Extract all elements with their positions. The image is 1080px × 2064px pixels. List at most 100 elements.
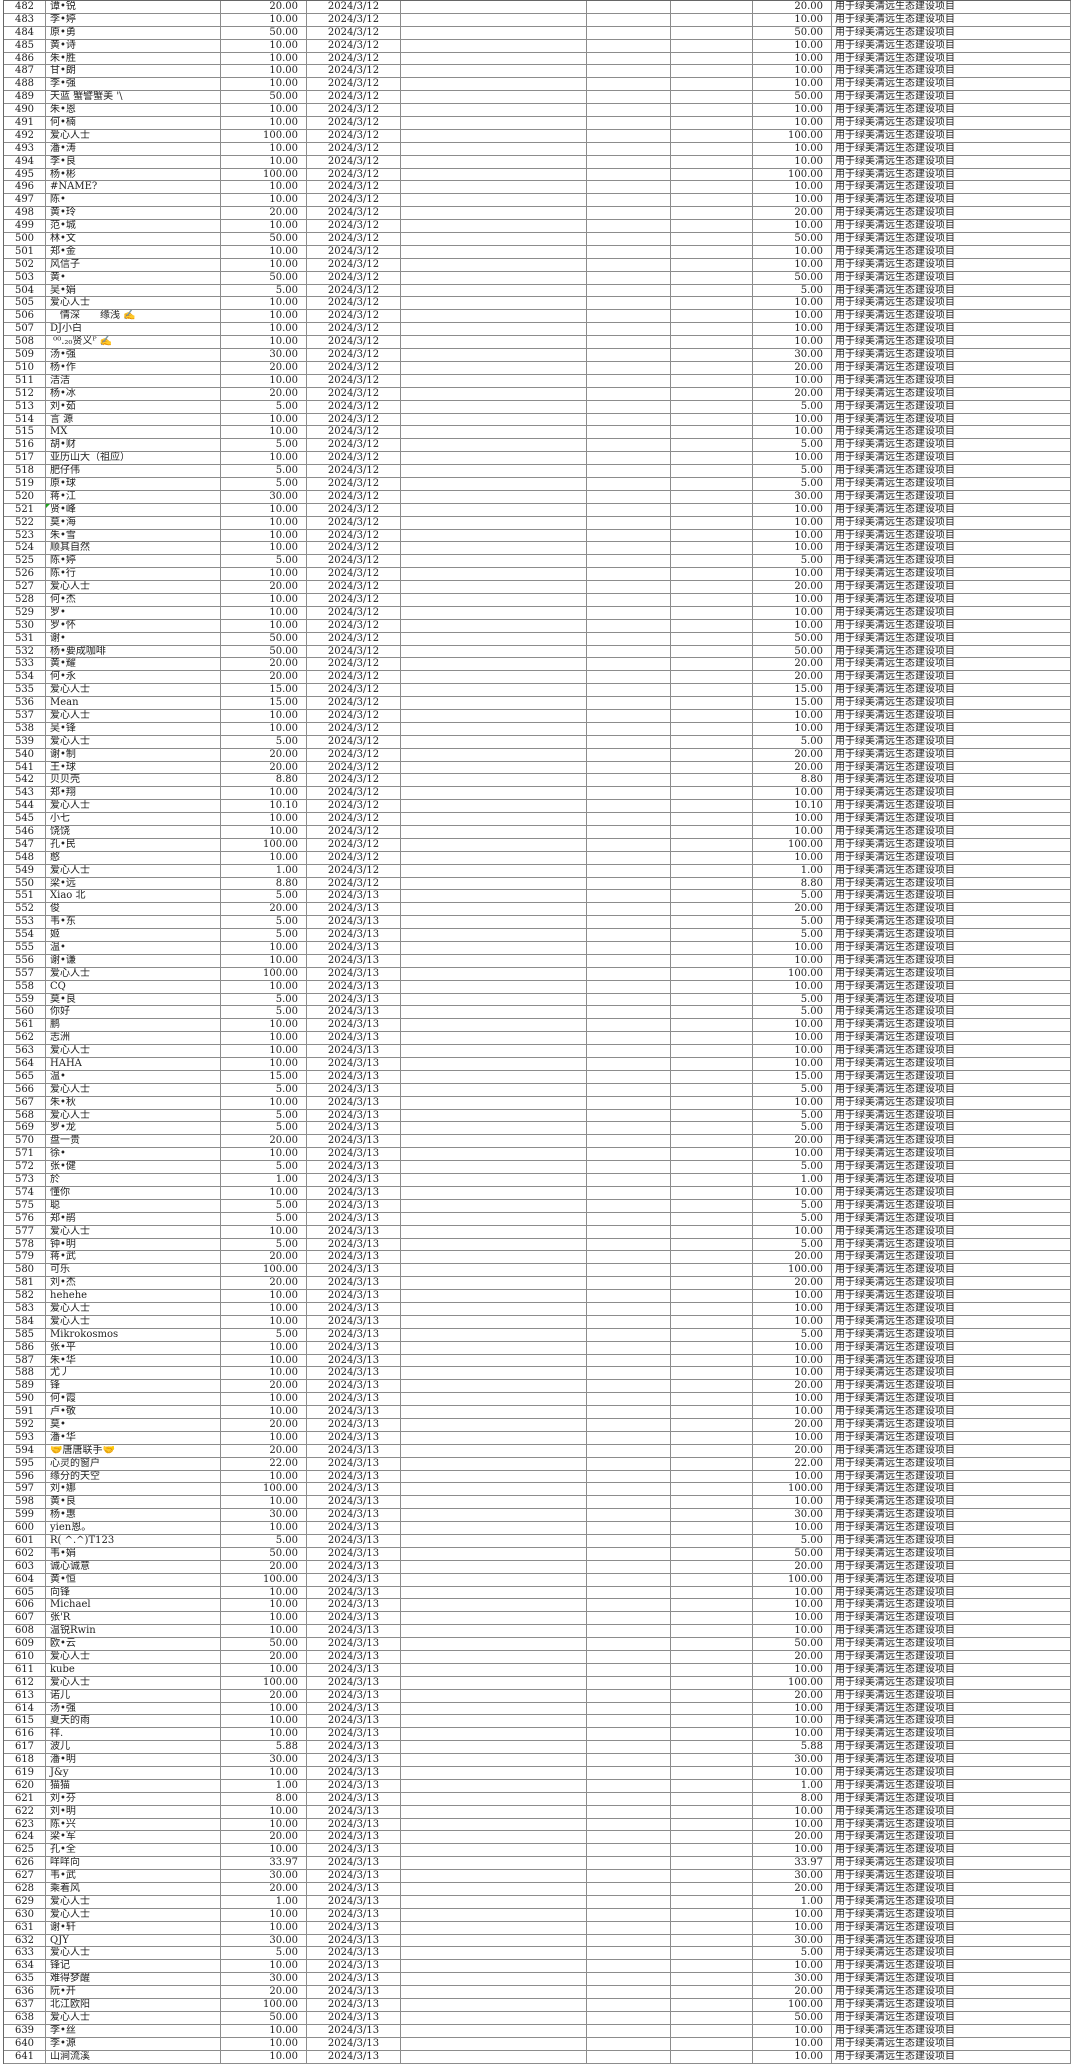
amount-cell[interactable]: 20.00 [221, 671, 307, 685]
row-number-cell[interactable]: 626 [4, 1857, 46, 1871]
amount-cell[interactable]: 10.00 [221, 1921, 307, 1935]
purpose-cell[interactable]: 用于绿美清远生态建设项目 [832, 606, 1071, 620]
row-number-cell[interactable]: 638 [4, 2011, 46, 2025]
row-number-cell[interactable]: 600 [4, 1522, 46, 1535]
row-number-cell[interactable]: 641 [4, 2050, 46, 2064]
empty-cell[interactable] [401, 1612, 587, 1626]
row-number-cell[interactable]: 568 [4, 1109, 46, 1123]
empty-cell[interactable] [671, 1483, 753, 1497]
date-cell[interactable]: 2024/3/13 [307, 1083, 401, 1097]
amount-cell[interactable]: 8.80 [221, 877, 307, 891]
amount-cell[interactable]: 10.00 [221, 413, 307, 427]
date-cell[interactable]: 2024/3/13 [307, 1006, 401, 1020]
empty-cell[interactable] [587, 181, 671, 195]
row-number-cell[interactable]: 508 [4, 336, 46, 350]
empty-cell[interactable] [401, 967, 587, 981]
row-number-cell[interactable]: 516 [4, 439, 46, 453]
empty-cell[interactable] [587, 709, 671, 723]
row-number-cell[interactable]: 517 [4, 452, 46, 466]
donor-name-cell[interactable]: 天蓝 蟹譬蟹美 '\ [46, 91, 221, 105]
amount-cell[interactable]: 20.00 [221, 361, 307, 375]
purpose-cell[interactable]: 用于绿美清远生态建设项目 [832, 1019, 1071, 1033]
empty-cell[interactable] [671, 142, 753, 156]
donor-name-cell[interactable]: 何•永 [46, 671, 221, 685]
empty-cell[interactable] [671, 65, 753, 79]
donor-name-cell[interactable]: Mean [46, 697, 221, 710]
purpose-cell[interactable]: 用于绿美清远生态建设项目 [832, 1457, 1071, 1471]
empty-cell[interactable] [401, 1083, 587, 1097]
date-cell[interactable]: 2024/3/12 [307, 91, 401, 105]
date-cell[interactable]: 2024/3/13 [307, 1418, 401, 1432]
empty-cell[interactable] [587, 1315, 671, 1329]
date-cell[interactable]: 2024/3/12 [307, 465, 401, 478]
row-number-cell[interactable]: 588 [4, 1367, 46, 1381]
empty-cell[interactable] [401, 1225, 587, 1239]
amount-cell[interactable]: 10.00 [221, 1805, 307, 1819]
amount-cell[interactable]: 10.00 [221, 1470, 307, 1484]
donor-name-cell[interactable]: 莫•海 [46, 516, 221, 530]
donor-name-cell[interactable]: 刘•娜 [46, 1483, 221, 1497]
empty-cell[interactable] [587, 942, 671, 955]
amount-confirm-cell[interactable]: 10.00 [753, 1470, 832, 1484]
donor-name-cell[interactable]: 何•霞 [46, 1393, 221, 1407]
purpose-cell[interactable]: 用于绿美清远生态建设项目 [832, 1870, 1071, 1884]
date-cell[interactable]: 2024/3/13 [307, 1483, 401, 1497]
empty-cell[interactable] [671, 632, 753, 646]
empty-cell[interactable] [671, 336, 753, 350]
empty-cell[interactable] [401, 39, 587, 53]
amount-confirm-cell[interactable]: 10.00 [753, 258, 832, 272]
empty-cell[interactable] [671, 1277, 753, 1291]
donor-name-cell[interactable]: 北江欧阳 [46, 1999, 221, 2012]
date-cell[interactable]: 2024/3/12 [307, 374, 401, 388]
empty-cell[interactable] [587, 1986, 671, 2000]
purpose-cell[interactable]: 用于绿美清远生态建设项目 [832, 477, 1071, 491]
empty-cell[interactable] [401, 142, 587, 156]
purpose-cell[interactable]: 用于绿美清远生态建设项目 [832, 2024, 1071, 2038]
row-number-cell[interactable]: 543 [4, 787, 46, 801]
purpose-cell[interactable]: 用于绿美清远生态建设项目 [832, 1161, 1071, 1175]
date-cell[interactable]: 2024/3/12 [307, 619, 401, 633]
amount-cell[interactable]: 10.00 [221, 1431, 307, 1445]
empty-cell[interactable] [401, 1457, 587, 1471]
amount-cell[interactable]: 20.00 [221, 1135, 307, 1149]
row-number-cell[interactable]: 514 [4, 413, 46, 427]
empty-cell[interactable] [401, 1805, 587, 1819]
empty-cell[interactable] [587, 1547, 671, 1561]
row-number-cell[interactable]: 532 [4, 645, 46, 659]
empty-cell[interactable] [401, 1509, 587, 1523]
amount-cell[interactable]: 100.00 [221, 1999, 307, 2012]
date-cell[interactable]: 2024/3/13 [307, 1135, 401, 1149]
amount-confirm-cell[interactable]: 10.00 [753, 542, 832, 556]
donor-name-cell[interactable]: 温• [46, 1070, 221, 1084]
purpose-cell[interactable]: 用于绿美清远生态建设项目 [832, 258, 1071, 272]
empty-cell[interactable] [671, 1212, 753, 1226]
row-number-cell[interactable]: 510 [4, 361, 46, 375]
amount-confirm-cell[interactable]: 5.00 [753, 929, 832, 943]
empty-cell[interactable] [401, 1934, 587, 1948]
empty-cell[interactable] [587, 1290, 671, 1303]
amount-confirm-cell[interactable]: 10.00 [753, 1406, 832, 1419]
empty-cell[interactable] [587, 748, 671, 762]
empty-cell[interactable] [587, 413, 671, 427]
date-cell[interactable]: 2024/3/12 [307, 207, 401, 221]
row-number-cell[interactable]: 623 [4, 1818, 46, 1832]
empty-cell[interactable] [587, 1212, 671, 1226]
donor-name-cell[interactable]: 爱心人士 [46, 1908, 221, 1922]
amount-confirm-cell[interactable]: 10.00 [753, 1805, 832, 1819]
empty-cell[interactable] [587, 439, 671, 453]
purpose-cell[interactable]: 用于绿美清远生态建设项目 [832, 1534, 1071, 1548]
empty-cell[interactable] [671, 1651, 753, 1664]
row-number-cell[interactable]: 524 [4, 542, 46, 556]
row-number-cell[interactable]: 496 [4, 181, 46, 195]
amount-confirm-cell[interactable]: 10.00 [753, 1225, 832, 1239]
purpose-cell[interactable]: 用于绿美清远生态建设项目 [832, 1096, 1071, 1110]
amount-cell[interactable]: 10.00 [221, 826, 307, 839]
date-cell[interactable]: 2024/3/13 [307, 1818, 401, 1832]
donor-name-cell[interactable]: 李•源 [46, 2037, 221, 2051]
purpose-cell[interactable]: 用于绿美清远生态建设项目 [832, 1483, 1071, 1497]
amount-confirm-cell[interactable]: 5.00 [753, 439, 832, 453]
amount-confirm-cell[interactable]: 30.00 [753, 1509, 832, 1523]
amount-cell[interactable]: 50.00 [221, 2011, 307, 2025]
empty-cell[interactable] [671, 465, 753, 478]
amount-confirm-cell[interactable]: 5.00 [753, 735, 832, 749]
